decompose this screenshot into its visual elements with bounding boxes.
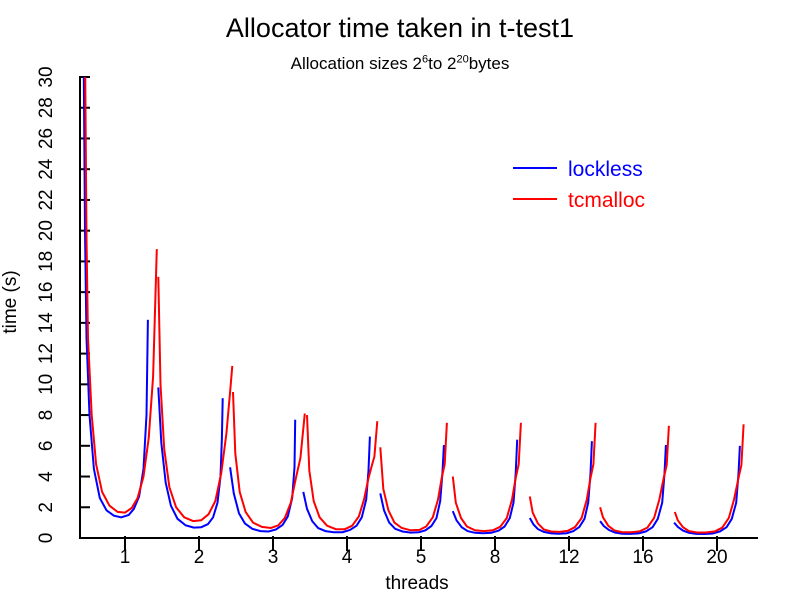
legend-label-lockless: lockless bbox=[568, 158, 643, 181]
subtitle-suffix: bytes bbox=[468, 54, 510, 73]
series-lockless-line bbox=[599, 444, 667, 535]
subtitle-mid: to 2 bbox=[428, 54, 457, 73]
y-tick-label: 24 bbox=[36, 158, 57, 180]
x-tick-label: 1 bbox=[120, 547, 131, 568]
series-tcmalloc-line bbox=[84, 77, 158, 514]
x-tick-label: 2 bbox=[194, 547, 205, 568]
y-tick-label: 2 bbox=[36, 502, 57, 513]
x-tick-label: 4 bbox=[342, 547, 353, 568]
x-tick-label: 5 bbox=[416, 547, 427, 568]
y-tick-label: 0 bbox=[36, 533, 57, 544]
y-tick-label: 16 bbox=[36, 282, 57, 303]
chart-subtitle: Allocation sizes 26to 220bytes bbox=[0, 54, 800, 74]
y-tick-label: 28 bbox=[36, 97, 57, 118]
series-lockless-line bbox=[451, 439, 519, 535]
y-tick-label: 12 bbox=[36, 343, 57, 364]
x-tick-label: 16 bbox=[632, 547, 653, 568]
legend-label-tcmalloc: tcmalloc bbox=[568, 189, 645, 212]
series-tcmalloc-line bbox=[232, 391, 306, 530]
subtitle-prefix: Allocation sizes 2 bbox=[290, 54, 422, 73]
series-lines bbox=[82, 77, 745, 536]
series-lockless-line bbox=[302, 436, 371, 534]
subtitle-superscript-6: 6 bbox=[421, 53, 429, 66]
x-axis-label: threads bbox=[385, 573, 448, 594]
y-tick-label: 26 bbox=[36, 128, 57, 149]
y-tick-label: 14 bbox=[36, 312, 57, 334]
series-tcmalloc-line bbox=[451, 422, 522, 533]
x-tick-label: 12 bbox=[558, 547, 579, 568]
y-tick-label: 20 bbox=[36, 220, 57, 241]
series-tcmalloc-line bbox=[599, 425, 670, 534]
series-tcmalloc-line bbox=[528, 422, 597, 533]
y-axis-label: time (s) bbox=[0, 270, 21, 333]
series-tcmalloc-line bbox=[157, 276, 234, 523]
y-tick-label: 8 bbox=[36, 410, 57, 421]
series-lockless-line bbox=[82, 77, 149, 519]
y-tick-label: 30 bbox=[36, 66, 57, 87]
series-tcmalloc-line bbox=[306, 415, 379, 531]
subtitle-superscript-20: 20 bbox=[456, 53, 469, 66]
y-tick-label: 10 bbox=[36, 374, 57, 395]
series-lockless-line bbox=[379, 444, 445, 534]
legend: lockless tcmalloc bbox=[513, 158, 645, 212]
y-tick-label: 4 bbox=[36, 471, 57, 482]
series-tcmalloc-line bbox=[673, 424, 745, 534]
series-tcmalloc-line bbox=[379, 422, 448, 532]
y-tick-label: 18 bbox=[36, 251, 57, 272]
x-tick-label: 3 bbox=[268, 547, 279, 568]
y-tick-label: 22 bbox=[36, 189, 57, 210]
series-lockless-line bbox=[528, 441, 593, 535]
series-lockless-line bbox=[673, 445, 741, 536]
chart-title: Allocator time taken in t-test1 bbox=[225, 13, 575, 43]
y-tick-label: 6 bbox=[36, 441, 57, 452]
x-tick-label: 8 bbox=[490, 547, 501, 568]
x-tick-label: 20 bbox=[706, 547, 727, 568]
